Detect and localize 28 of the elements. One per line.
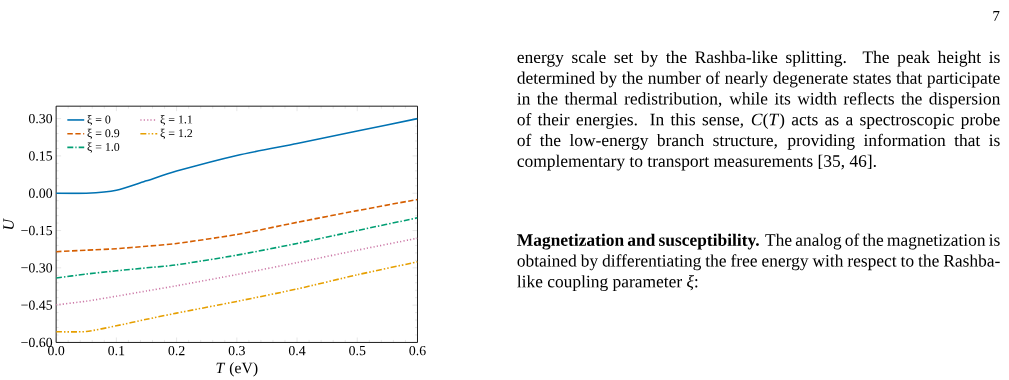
x-tick-label: 0.5 [349,346,366,356]
x-tick-label: 0.6 [409,346,426,356]
text: energy scale set by the Rashba-like splitting. The peak height is determined by the number of nearly degenerate states that participate in the thermal redistribution, while its width reflects the dispersion of their energies. In this sense, C(T) acts as a spectroscopic probe of the low-energy branch structure, providing information that is complementary to transport measurements [35, 46]. [517,50,1001,171]
legend-label: ξ = 1.2 [160,128,193,140]
x-axis-title: T (eV) [216,362,258,377]
legend-label: ξ = 0 [87,115,111,126]
y-tick-label: 0.00 [28,188,53,199]
line-series [56,261,418,333]
legend-label: ξ = 1.1 [160,115,193,126]
line-series [56,117,418,195]
x-tick-label: 0.2 [168,346,185,356]
legend-label: ξ = 1.0 [87,142,120,154]
x-tick-label: 0.4 [288,346,306,356]
text: Magnetization and susceptibility. The analog of the magnetization is obtained by differentiating the free energy with respect to the Rashba-like coupling parameter ξ: [517,233,1000,292]
y-tick-label: −0.15 [21,225,53,236]
text: 7 [993,11,1000,21]
y-tick-label: 0.15 [28,151,53,161]
y-axis-title: U [3,218,14,230]
x-tick-label: 0.1 [108,346,125,356]
y-tick-label: −0.30 [21,263,53,273]
line-series [56,198,418,253]
y-tick-label: −0.45 [21,300,53,310]
x-tick-label: 0.0 [48,346,65,356]
line-series [56,237,418,306]
y-tick-label: 0.30 [28,114,53,124]
line-series [56,217,418,279]
legend-label: ξ = 0.9 [87,128,120,140]
x-tick-label: 0.3 [228,346,245,356]
